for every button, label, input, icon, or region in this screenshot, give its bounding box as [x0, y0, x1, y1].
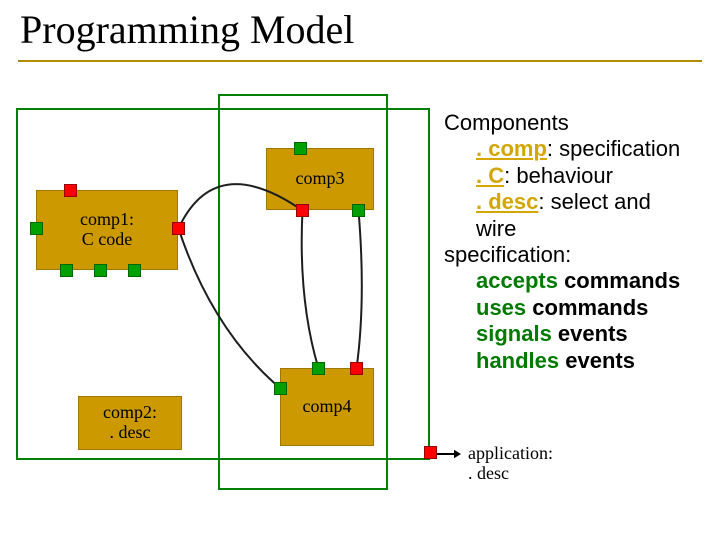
- kw-accepts-b: commands: [558, 268, 680, 293]
- port-comp4_top_r: [350, 362, 363, 375]
- comp4-label: comp4: [303, 397, 352, 417]
- title-underline: [18, 60, 702, 62]
- slide: Programming Model comp1:C code comp2:. d…: [0, 0, 720, 540]
- port-comp4_left_g: [274, 382, 287, 395]
- slide-title: Programming Model: [20, 6, 354, 53]
- comp1-box: comp1:C code: [36, 190, 178, 270]
- port-comp3_bot_r: [296, 204, 309, 217]
- kw-desc-val: : select and: [538, 189, 651, 214]
- kw-signals: signals: [476, 321, 552, 346]
- port-comp3_bot_g: [352, 204, 365, 217]
- port-comp1_bot_g1: [60, 264, 73, 277]
- comp3-label: comp3: [296, 169, 345, 189]
- kw-c: . C: [476, 163, 504, 188]
- item-comp: . comp: specification: [444, 136, 680, 162]
- application-label: application: . desc: [468, 444, 553, 484]
- item-desc-cont: wire: [444, 216, 680, 242]
- port-comp1_bot_g2: [94, 264, 107, 277]
- specification-heading: specification:: [444, 242, 680, 268]
- comp3-box: comp3: [266, 148, 374, 210]
- kw-handles: handles: [476, 348, 559, 373]
- kw-comp-val: : specification: [547, 136, 680, 161]
- kw-handles-b: events: [559, 348, 635, 373]
- comp2-label: comp2:. desc: [103, 403, 157, 443]
- spec-accepts: accepts commands: [444, 268, 680, 294]
- comp2-box: comp2:. desc: [78, 396, 182, 450]
- kw-desc: . desc: [476, 189, 538, 214]
- kw-c-val: : behaviour: [504, 163, 613, 188]
- port-comp4_top_g: [312, 362, 325, 375]
- kw-comp: . comp: [476, 136, 547, 161]
- components-heading: Components: [444, 110, 680, 136]
- port-comp1_bot_g3: [128, 264, 141, 277]
- kw-uses: uses: [476, 295, 526, 320]
- right-text-block: Components . comp: specification . C: be…: [444, 110, 680, 374]
- port-outer_right_r: [424, 446, 437, 459]
- port-comp3_top_g: [294, 142, 307, 155]
- comp1-label: comp1:C code: [80, 210, 134, 250]
- kw-signals-b: events: [552, 321, 628, 346]
- comp4-box: comp4: [280, 368, 374, 446]
- spec-uses: uses commands: [444, 295, 680, 321]
- item-desc: . desc: select and: [444, 189, 680, 215]
- port-comp1_top_red: [64, 184, 77, 197]
- port-comp1_left_green: [30, 222, 43, 235]
- application-label-line2: . desc: [468, 464, 553, 484]
- kw-accepts: accepts: [476, 268, 558, 293]
- spec-handles: handles events: [444, 348, 680, 374]
- application-label-line1: application:: [468, 444, 553, 464]
- port-comp1_right_r: [172, 222, 185, 235]
- spec-signals: signals events: [444, 321, 680, 347]
- kw-uses-b: commands: [526, 295, 648, 320]
- item-c: . C: behaviour: [444, 163, 680, 189]
